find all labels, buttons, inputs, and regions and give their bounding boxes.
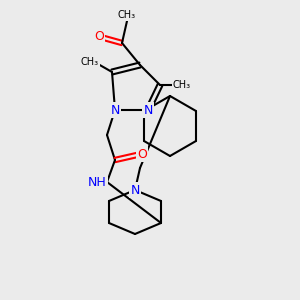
Text: O: O [94,31,104,44]
Text: CH₃: CH₃ [173,80,191,90]
Text: NH: NH [88,176,106,190]
Text: CH₃: CH₃ [118,10,136,20]
Text: N: N [130,184,140,196]
Text: N: N [110,103,120,116]
Text: CH₃: CH₃ [81,57,99,67]
Text: O: O [137,148,147,160]
Text: N: N [143,103,153,116]
Text: NH: NH [88,176,106,190]
